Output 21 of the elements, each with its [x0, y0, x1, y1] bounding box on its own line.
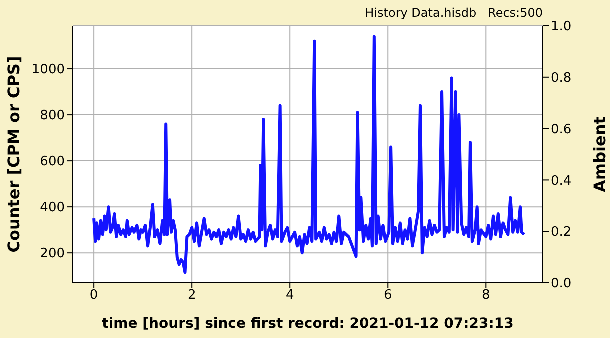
x-tick-label: 2: [188, 288, 196, 304]
y-tick-label: 1000: [32, 62, 65, 78]
x-tick-label: 8: [482, 288, 490, 304]
y2-tick-label: 0.6: [551, 122, 572, 138]
y2-tick-label: 0.4: [551, 174, 572, 189]
y2-tick-label: 0.0: [551, 276, 572, 292]
y-tick-label: 800: [40, 108, 65, 124]
x-tick-label: 4: [286, 288, 294, 304]
x-tick-label: 6: [384, 288, 392, 304]
y2-tick-label: 0.8: [551, 71, 572, 86]
y-tick-label: 400: [40, 200, 65, 216]
x-tick-label: 0: [90, 288, 98, 304]
y-axis-title: Counter [CPM or CPS]: [4, 56, 24, 253]
x-axis-title: time [hours] since first record: 2021-01-12 07:23:13: [102, 316, 514, 332]
chart-title: History Data.hisdb Recs:500: [365, 6, 543, 20]
y-tick-label: 600: [40, 154, 65, 170]
y2-tick-label: 0.2: [551, 225, 572, 240]
line-series: [92, 35, 526, 274]
y2-axis-title: Ambient: [590, 116, 610, 192]
y-tick-label: 200: [40, 246, 65, 262]
y2-tick-label: 1.0: [551, 20, 572, 35]
